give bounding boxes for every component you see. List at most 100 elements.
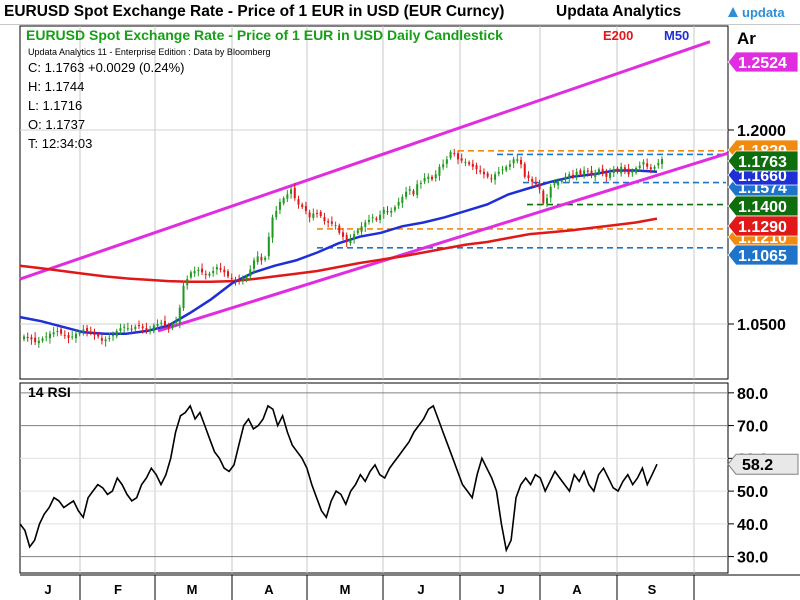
candle-body bbox=[642, 161, 645, 165]
candle-body bbox=[497, 171, 500, 174]
candle-body bbox=[545, 198, 549, 204]
candle-body bbox=[405, 191, 408, 197]
candle-body bbox=[490, 178, 493, 180]
candle-body bbox=[60, 329, 63, 334]
candle-body bbox=[471, 163, 474, 167]
price-tag: 1.1763 bbox=[727, 150, 799, 172]
candle-body bbox=[431, 176, 434, 180]
candle-body bbox=[623, 167, 626, 170]
candle-body bbox=[386, 211, 389, 213]
candle-body bbox=[304, 206, 307, 211]
x-tick-label: M bbox=[187, 582, 198, 597]
price-tag: 1.1400 bbox=[727, 195, 799, 217]
candle-body bbox=[531, 179, 534, 182]
candle-body bbox=[204, 273, 207, 276]
rsi-tick-label: 80.0 bbox=[737, 386, 768, 403]
candle-body bbox=[197, 269, 200, 272]
candle-body bbox=[464, 161, 467, 163]
x-tick-label: J bbox=[44, 582, 51, 597]
candle-body bbox=[393, 207, 396, 211]
readout-open: O: 1.1737 bbox=[28, 117, 85, 132]
candle-body bbox=[22, 336, 26, 340]
candle-body bbox=[412, 190, 415, 195]
candle-body bbox=[512, 159, 515, 164]
legend-e200: E200 bbox=[603, 28, 633, 43]
candle-body bbox=[178, 307, 181, 323]
candle-body bbox=[219, 268, 222, 270]
candle-body bbox=[286, 194, 289, 199]
candle-body bbox=[252, 260, 255, 269]
candle-body bbox=[349, 239, 352, 244]
candle-body bbox=[508, 164, 511, 167]
candle-body bbox=[290, 189, 293, 194]
axis-label: Ar bbox=[737, 29, 756, 48]
candle-body bbox=[137, 325, 141, 327]
x-tick-label: J bbox=[497, 582, 504, 597]
candle-body bbox=[56, 330, 59, 332]
candle-body bbox=[264, 257, 267, 260]
candle-body bbox=[460, 158, 463, 161]
candle-body bbox=[93, 332, 96, 336]
price-tag-shape bbox=[727, 51, 799, 73]
candle-body bbox=[660, 158, 664, 165]
candle-body bbox=[657, 163, 660, 166]
rsi-title: 14 RSI bbox=[28, 384, 71, 400]
candle-body bbox=[163, 320, 166, 326]
candle-body bbox=[245, 276, 248, 281]
candle-body bbox=[586, 170, 589, 172]
candle-body bbox=[226, 271, 230, 277]
candle-body bbox=[538, 183, 541, 190]
candle-body bbox=[494, 174, 497, 180]
horizontal-levels bbox=[317, 150, 726, 249]
candle-body bbox=[520, 159, 523, 165]
candle-body bbox=[215, 267, 218, 270]
candle-body bbox=[382, 209, 385, 214]
candle-body bbox=[256, 256, 259, 262]
rsi-current-tag-shape bbox=[727, 453, 799, 475]
candle-body bbox=[330, 221, 333, 224]
candle-body bbox=[597, 169, 600, 174]
price-tag-label: 1.1400 bbox=[738, 199, 787, 216]
candle-body bbox=[175, 321, 178, 323]
candle-body bbox=[104, 339, 107, 342]
legend-m50: M50 bbox=[664, 28, 689, 43]
chart-title: EURUSD Spot Exchange Rate - Price of 1 E… bbox=[26, 27, 503, 43]
candle-body bbox=[260, 256, 263, 261]
candle-body bbox=[542, 190, 545, 204]
candle-body bbox=[63, 334, 66, 336]
x-tick-label: A bbox=[572, 582, 582, 597]
price-gridlines bbox=[20, 129, 728, 325]
x-tick-label: F bbox=[114, 582, 122, 597]
candle-body bbox=[189, 272, 192, 278]
candle-body bbox=[523, 163, 526, 177]
candle-body bbox=[453, 152, 456, 154]
x-tick-label: A bbox=[264, 582, 274, 597]
candle-body bbox=[156, 324, 159, 326]
price-tick-label: 1.0500 bbox=[737, 317, 786, 334]
candle-body bbox=[145, 328, 148, 331]
candle-body bbox=[486, 173, 489, 177]
window-title: EURUSD Spot Exchange Rate - Price of 1 E… bbox=[4, 3, 505, 20]
candle-body bbox=[501, 169, 504, 171]
candle-body bbox=[37, 340, 40, 344]
candle-body bbox=[605, 171, 608, 177]
rsi-axis-ticks: 80.070.060.050.040.030.0 bbox=[728, 386, 768, 567]
candle-body bbox=[442, 164, 445, 168]
price-tick-label: 1.2000 bbox=[737, 123, 786, 140]
candle-body bbox=[505, 166, 508, 171]
candle-body bbox=[282, 198, 285, 204]
candlesticks bbox=[22, 148, 664, 348]
candle-body bbox=[171, 324, 174, 329]
price-panel-frame bbox=[19, 25, 729, 380]
candle-body bbox=[74, 333, 77, 339]
price-tag-label: 1.1290 bbox=[738, 219, 787, 236]
candle-body bbox=[238, 279, 241, 282]
price-tag-label: 1.1763 bbox=[738, 154, 787, 171]
candle-body bbox=[341, 232, 345, 237]
x-tick-label: M bbox=[340, 582, 351, 597]
brand-name: Updata Analytics bbox=[556, 3, 682, 20]
price-tag: 1.2524 bbox=[727, 51, 799, 73]
candle-body bbox=[445, 159, 448, 164]
candle-body bbox=[234, 279, 237, 281]
candle-body bbox=[356, 230, 359, 234]
